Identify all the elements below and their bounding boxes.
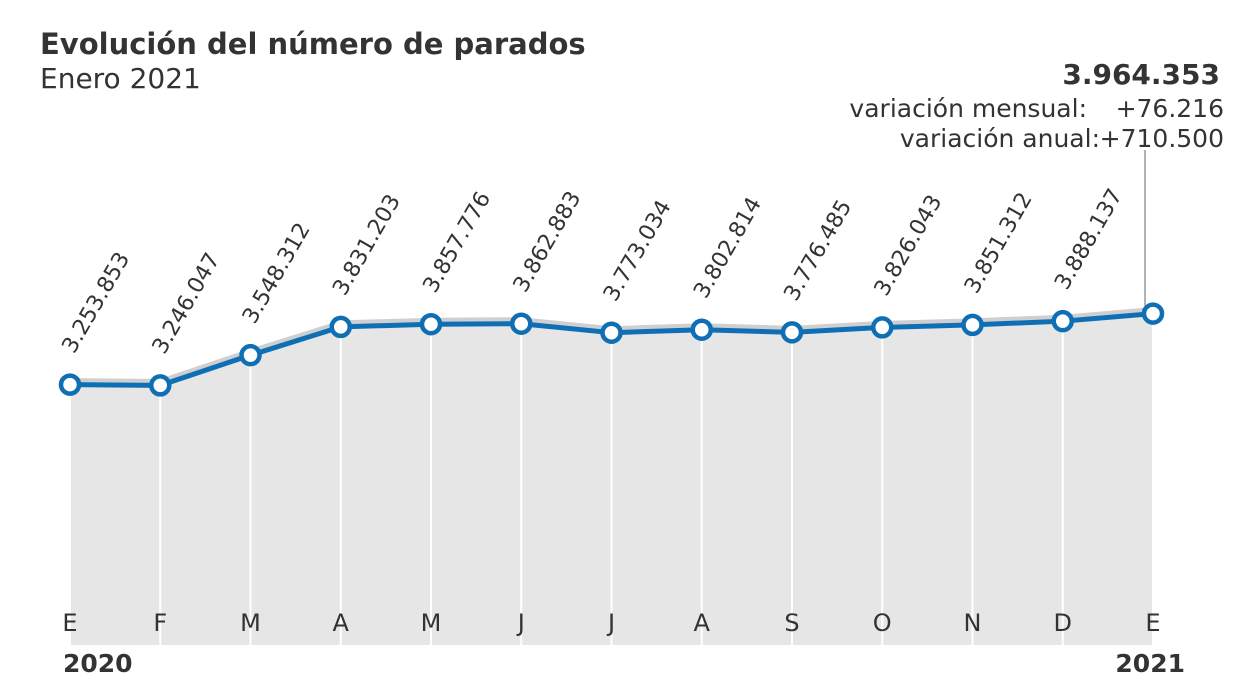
value-label: 3.246.047: [148, 249, 226, 358]
marker: [600, 321, 623, 344]
x-tick-label: E: [1145, 609, 1160, 637]
year-label: 2020: [63, 649, 133, 678]
value-label: 3.776.485: [780, 196, 858, 305]
x-tick-label: J: [516, 609, 525, 637]
value-label: 3.851.312: [960, 188, 1038, 297]
value-label: 3.548.312: [238, 219, 316, 328]
annotation-value: +710.500: [1100, 124, 1224, 153]
x-tick-label: D: [1054, 609, 1072, 637]
x-tick-label: A: [333, 609, 350, 637]
marker: [780, 321, 804, 344]
x-tick-label: M: [240, 609, 261, 637]
marker: [149, 374, 172, 397]
annotation-label: variación mensual:: [849, 94, 1087, 123]
x-tick-label: E: [62, 609, 77, 637]
value-label: 3.826.043: [870, 191, 948, 300]
marker: [871, 316, 894, 339]
value-label: 3.773.034: [599, 196, 677, 305]
x-tick-label: A: [694, 609, 711, 637]
annotation-label: variación anual:: [900, 124, 1100, 153]
marker: [1141, 302, 1165, 325]
x-tick-label: S: [784, 609, 799, 637]
x-tick-label: M: [421, 609, 442, 637]
marker: [690, 318, 713, 341]
marker: [961, 313, 984, 337]
marker: [58, 373, 82, 396]
marker: [329, 315, 352, 339]
marker: [1051, 309, 1074, 333]
x-tick-label: N: [964, 609, 982, 637]
value-label: 3.964.353: [1062, 58, 1220, 91]
value-label: 3.802.814: [689, 193, 767, 302]
value-label: 3.831.203: [328, 190, 406, 299]
value-label: 3.888.137: [1050, 185, 1128, 294]
x-tick-label: J: [606, 609, 615, 637]
marker: [510, 312, 533, 335]
value-label: 3.862.883: [509, 187, 587, 296]
chart-subtitle: Enero 2021: [40, 62, 201, 95]
x-tick-label: O: [873, 609, 892, 637]
value-label: 3.253.853: [58, 248, 136, 357]
marker: [239, 343, 262, 367]
x-tick-label: F: [153, 609, 167, 637]
value-label: 3.857.776: [419, 188, 497, 297]
chart-title: Evolución del número de parados: [40, 27, 586, 61]
year-label: 2021: [1115, 649, 1185, 678]
annotation-value: +76.216: [1116, 94, 1224, 123]
marker: [419, 312, 443, 336]
